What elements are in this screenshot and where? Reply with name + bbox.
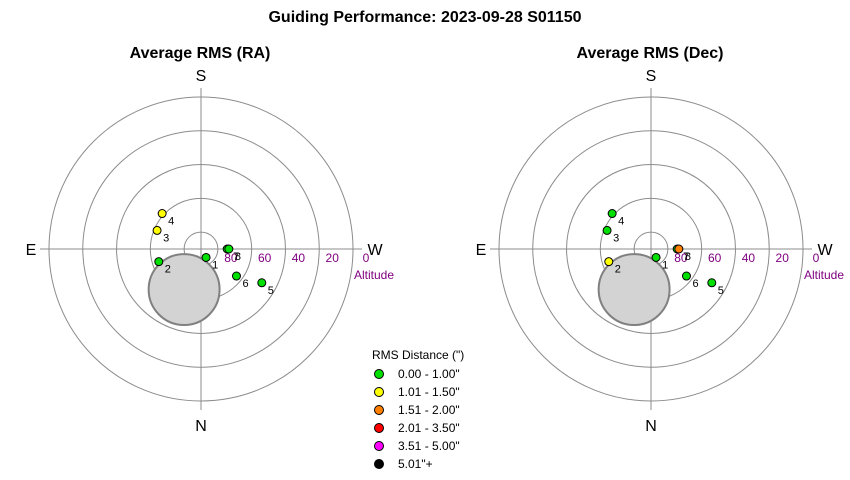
data-point-dec-3 — [602, 225, 612, 235]
legend-label: 2.01 - 3.50" — [398, 421, 460, 435]
point-label-dec-6: 6 — [692, 278, 698, 290]
point-label-ra-4: 4 — [168, 216, 174, 228]
point-label-ra-8: 8 — [235, 251, 241, 263]
point-label-ra-6: 6 — [242, 278, 248, 290]
data-point-dec-2 — [604, 257, 614, 267]
altitude-tick-dec: 20 — [776, 251, 790, 265]
legend-swatch — [374, 459, 384, 469]
altitude-tick-dec: 60 — [708, 251, 722, 265]
legend-item: 5.01"+ — [372, 455, 464, 473]
altitude-tick-ra: 60 — [258, 251, 272, 265]
legend-item: 3.51 - 5.00" — [372, 437, 464, 455]
legend-label: 1.51 - 2.00" — [398, 403, 460, 417]
data-point-ra-8 — [224, 244, 234, 254]
point-label-dec-1: 1 — [662, 259, 668, 271]
altitude-tick-ra: 0 — [363, 251, 370, 265]
direction-top-ra: S — [196, 68, 207, 85]
altitude-tick-ra: 80 — [224, 251, 238, 265]
legend-swatch — [374, 387, 384, 397]
data-point-ra-2 — [154, 257, 164, 267]
legend-label: 1.01 - 1.50" — [398, 385, 460, 399]
legend-label: 0.00 - 1.00" — [398, 367, 460, 381]
legend-swatch — [374, 441, 384, 451]
page-title: Guiding Performance: 2023-09-28 S01150 — [268, 9, 582, 26]
point-label-ra-3: 3 — [163, 232, 169, 244]
altitude-axis-label-dec: Altitude — [804, 268, 844, 282]
legend-swatch — [374, 369, 384, 379]
altitude-axis-label-ra: Altitude — [354, 268, 394, 282]
data-point-ra-5 — [257, 278, 267, 288]
chart-title-ra: Average RMS (RA) — [129, 45, 271, 62]
chart-title-dec: Average RMS (Dec) — [576, 45, 724, 62]
zenith-exclusion-dec — [597, 253, 671, 326]
point-label-ra-5: 5 — [268, 285, 274, 297]
data-point-dec-5 — [707, 278, 717, 288]
point-label-dec-2: 2 — [615, 264, 621, 276]
data-point-ra-1 — [201, 252, 211, 262]
direction-bottom-dec: N — [645, 418, 657, 435]
data-point-ra-3 — [152, 225, 162, 235]
data-point-dec-4 — [607, 209, 617, 219]
point-label-dec-4: 4 — [618, 216, 624, 228]
direction-left-ra: E — [26, 242, 37, 259]
data-point-dec-6 — [681, 271, 691, 281]
point-label-dec-7: 7 — [683, 251, 689, 263]
point-label-ra-7: 7 — [233, 251, 239, 263]
legend-label: 5.01"+ — [398, 457, 433, 471]
legend: RMS Distance (") 0.00 - 1.00" 1.01 - 1.50… — [372, 348, 464, 473]
direction-right-dec: W — [817, 242, 833, 259]
point-label-dec-8: 8 — [685, 251, 691, 263]
legend-item: 1.51 - 2.00" — [372, 401, 464, 419]
data-point-dec-1 — [651, 252, 661, 262]
direction-left-dec: E — [476, 242, 487, 259]
zenith-exclusion-ra — [147, 253, 221, 326]
data-point-dec-8 — [674, 244, 684, 254]
altitude-tick-ra: 40 — [292, 251, 306, 265]
direction-right-ra: W — [367, 242, 383, 259]
legend-label: 3.51 - 5.00" — [398, 439, 460, 453]
altitude-tick-dec: 80 — [674, 251, 688, 265]
legend-title: RMS Distance (") — [372, 348, 465, 362]
data-point-ra-6 — [231, 271, 241, 281]
altitude-tick-dec: 0 — [813, 251, 820, 265]
legend-item: 1.01 - 1.50" — [372, 383, 464, 401]
altitude-tick-ra: 20 — [326, 251, 340, 265]
direction-bottom-ra: N — [195, 418, 207, 435]
legend-item: 2.01 - 3.50" — [372, 419, 464, 437]
data-point-ra-4 — [157, 209, 167, 219]
direction-top-dec: S — [646, 68, 657, 85]
legend-item: 0.00 - 1.00" — [372, 365, 464, 383]
point-label-ra-1: 1 — [212, 259, 218, 271]
point-label-dec-5: 5 — [718, 285, 724, 297]
legend-swatch — [374, 405, 384, 415]
point-label-ra-2: 2 — [165, 264, 171, 276]
altitude-tick-dec: 40 — [742, 251, 756, 265]
legend-swatch — [374, 423, 384, 433]
point-label-dec-3: 3 — [613, 232, 619, 244]
